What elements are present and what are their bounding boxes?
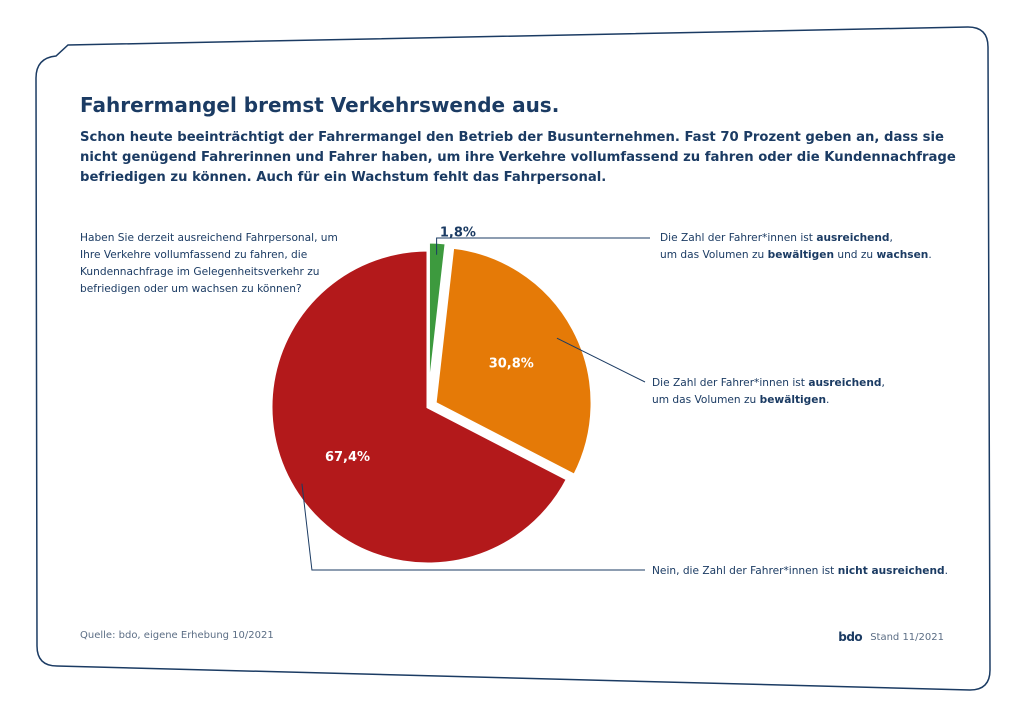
source-note: Quelle: bdo, eigene Erhebung 10/2021 <box>80 630 274 641</box>
leader-line-sufficient-grow <box>436 237 650 255</box>
survey-question: Haben Sie derzeit ausreichend Fahrperson… <box>80 232 338 295</box>
footer-stand: bdo Stand 11/2021 <box>838 630 944 644</box>
data-label-not-sufficient: 67,4% <box>325 450 370 465</box>
leader-line-sufficient-cope <box>556 337 646 383</box>
legend-label-not-sufficient: Nein, die Zahl der Fahrer*innen ist nich… <box>652 565 948 577</box>
pie-slice-sufficient-grow <box>426 240 448 400</box>
data-label-sufficient-grow: 1,8% <box>440 225 476 240</box>
leader-line-not-sufficient <box>301 483 645 571</box>
chart-subtitle: Schon heute beeinträchtigt der Fahrerman… <box>80 130 956 185</box>
legend-label-sufficient-cope: Die Zahl der Fahrer*innen ist ausreichen… <box>652 377 885 406</box>
chart-title: Fahrermangel bremst Verkehrswende aus. <box>80 93 560 117</box>
pie-slice-sufficient-cope <box>433 245 594 478</box>
bdo-logo: bdo <box>838 630 863 644</box>
pie-slice-not-sufficient <box>269 248 570 566</box>
stand-date: Stand 11/2021 <box>870 631 944 643</box>
data-label-sufficient-cope: 30,8% <box>489 357 534 372</box>
legend-label-sufficient-grow: Die Zahl der Fahrer*innen ist ausreichen… <box>660 232 932 261</box>
